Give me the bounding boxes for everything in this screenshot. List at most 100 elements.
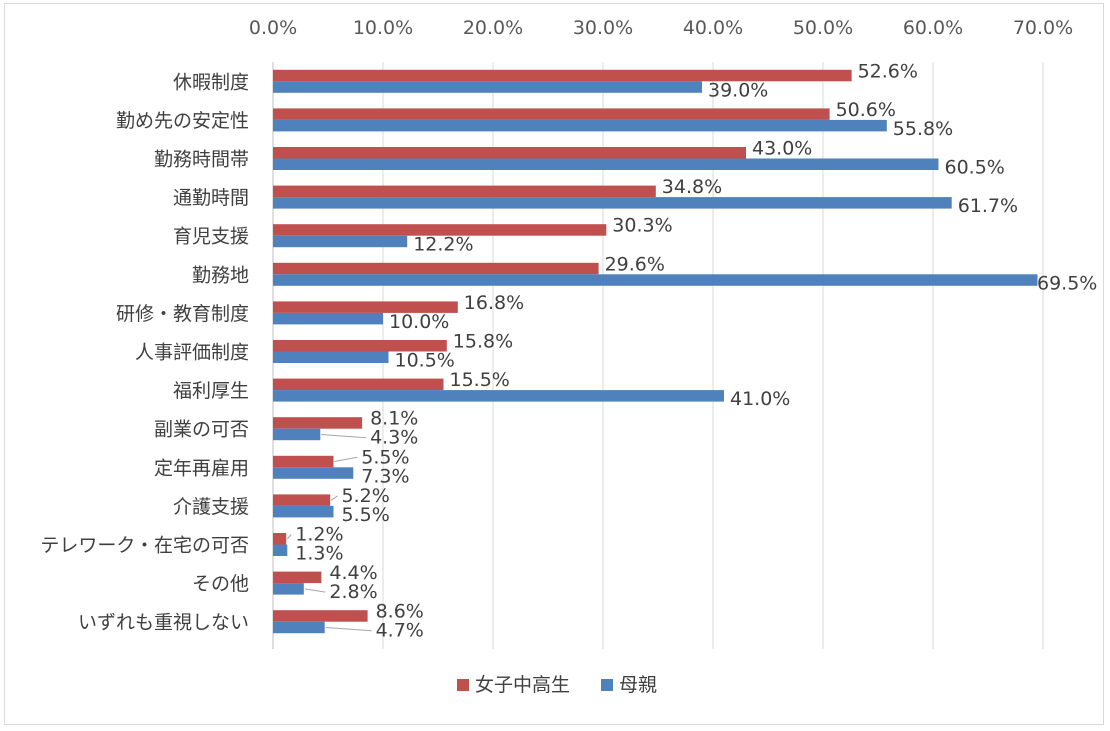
category-label: 介護支援: [173, 496, 249, 518]
data-label-girls: 16.8%: [464, 292, 524, 314]
data-label-mothers: 7.3%: [361, 465, 409, 487]
category-label: 勤務地: [192, 264, 249, 286]
x-tick-label: 30.0%: [573, 17, 633, 39]
bar-girls: [273, 262, 599, 275]
category-label: 定年再雇用: [154, 457, 249, 479]
x-tick-label: 20.0%: [463, 17, 523, 39]
bar-chart: 0.0% 10.0% 20.0% 30.0% 40.0% 50.0% 60.0% 70.0% …: [40, 17, 1097, 696]
legend-swatch-mothers: [601, 679, 613, 691]
bar-girls: [273, 69, 852, 82]
data-label-girls: 50.6%: [836, 99, 896, 121]
data-label-girls: 5.2%: [342, 485, 390, 507]
data-label-mothers: 69.5%: [1037, 272, 1097, 294]
bar-girls: [273, 340, 447, 352]
category-label: 研修・教育制度: [116, 303, 249, 325]
bars: [273, 69, 1038, 634]
leader-line: [286, 534, 292, 540]
data-label-girls: 52.6%: [858, 60, 918, 82]
bar-girls: [273, 301, 458, 313]
bar-girls: [273, 378, 444, 391]
data-label-girls: 8.6%: [376, 601, 424, 623]
data-label-mothers: 12.2%: [413, 234, 473, 256]
x-tick-label: 60.0%: [903, 17, 963, 39]
category-label: 勤務時間帯: [154, 149, 249, 171]
category-label: 人事評価制度: [135, 342, 249, 364]
bar-mothers: [273, 235, 408, 248]
data-label-mothers: 39.0%: [708, 79, 768, 101]
category-label: その他: [192, 573, 249, 595]
bar-mothers: [273, 158, 939, 170]
bar-mothers: [273, 119, 887, 132]
bar-mothers: [273, 467, 354, 479]
bar-girls: [273, 224, 607, 236]
chart-frame: 0.0% 10.0% 20.0% 30.0% 40.0% 50.0% 60.0% 70.0% …: [4, 3, 1104, 725]
bar-girls: [273, 108, 830, 120]
data-label-girls: 34.8%: [662, 176, 722, 198]
bar-mothers: [273, 621, 325, 634]
bar-mothers: [273, 583, 304, 595]
category-label: 福利厚生: [173, 380, 249, 402]
data-label-girls: 8.1%: [370, 408, 418, 430]
category-labels: 休暇制度勤め先の安定性勤務時間帯通勤時間育児支援勤務地研修・教育制度人事評価制度…: [40, 71, 249, 633]
bar-mothers: [273, 274, 1038, 286]
category-label: 休暇制度: [173, 71, 249, 93]
category-label: いずれも重視しない: [78, 612, 249, 634]
bar-mothers: [273, 505, 334, 518]
x-tick-label: 0.0%: [249, 17, 297, 39]
legend-label-girls: 女子中高生: [475, 674, 570, 696]
category-label: 通勤時間: [173, 187, 249, 209]
data-label-girls: 1.2%: [295, 524, 343, 546]
legend-swatch-girls: [457, 679, 469, 691]
x-tick-label: 70.0%: [1013, 17, 1073, 39]
data-label-mothers: 4.3%: [370, 427, 418, 449]
bar-girls: [273, 571, 322, 584]
legend-label-mothers: 母親: [619, 674, 657, 696]
data-labels: 52.6% 39.0% 50.6%55.8% 43.0% 60.5% 34.8% 61.7%…: [295, 60, 1097, 641]
bar-girls: [273, 417, 363, 429]
category-label: 育児支援: [173, 226, 249, 248]
bar-mothers: [273, 390, 724, 402]
bar-mothers: [273, 428, 321, 441]
data-label-mothers: 4.7%: [376, 620, 424, 642]
bar-mothers: [273, 312, 383, 325]
bar-girls: [273, 610, 368, 622]
data-label-mothers: 61.7%: [958, 195, 1018, 217]
leader-line: [330, 495, 338, 501]
bar-girls: [273, 533, 287, 545]
data-label-girls: 15.5%: [450, 369, 510, 391]
data-label-girls: 5.5%: [361, 446, 409, 468]
data-label-girls: 29.6%: [605, 253, 665, 275]
category-label: 副業の可否: [154, 419, 249, 441]
data-label-mothers: 2.8%: [329, 581, 377, 603]
data-label-mothers: 10.5%: [395, 350, 455, 372]
data-label-girls: 43.0%: [752, 138, 812, 160]
leader-lines: [286, 433, 372, 632]
leader-line: [325, 626, 372, 632]
data-label-mothers: 55.8%: [893, 118, 953, 140]
x-axis-ticks: 0.0% 10.0% 20.0% 30.0% 40.0% 50.0% 60.0% 70.0%: [249, 17, 1073, 39]
bar-mothers: [273, 81, 702, 93]
x-tick-label: 50.0%: [793, 17, 853, 39]
data-label-mothers: 60.5%: [945, 157, 1005, 179]
bar-girls: [273, 147, 746, 159]
category-label: 勤め先の安定性: [116, 110, 249, 132]
leader-line: [321, 433, 367, 439]
x-tick-label: 40.0%: [683, 17, 743, 39]
data-label-mothers: 10.0%: [389, 311, 449, 333]
category-label: テレワーク・在宅の可否: [40, 535, 249, 557]
legend: 女子中高生 母親: [457, 674, 657, 696]
data-label-girls: 15.8%: [453, 331, 513, 353]
bar-girls: [273, 494, 331, 506]
leader-line: [334, 456, 358, 463]
data-label-girls: 4.4%: [329, 562, 377, 584]
bar-mothers: [273, 544, 288, 556]
data-label-mothers: 5.5%: [342, 504, 390, 526]
bar-mothers: [273, 351, 389, 363]
data-label-girls: 30.3%: [612, 215, 672, 237]
bar-mothers: [273, 197, 952, 209]
bar-girls: [273, 455, 334, 468]
x-tick-label: 10.0%: [353, 17, 413, 39]
bar-girls: [273, 185, 656, 198]
data-label-mothers: 41.0%: [730, 388, 790, 410]
leader-line: [304, 588, 326, 593]
